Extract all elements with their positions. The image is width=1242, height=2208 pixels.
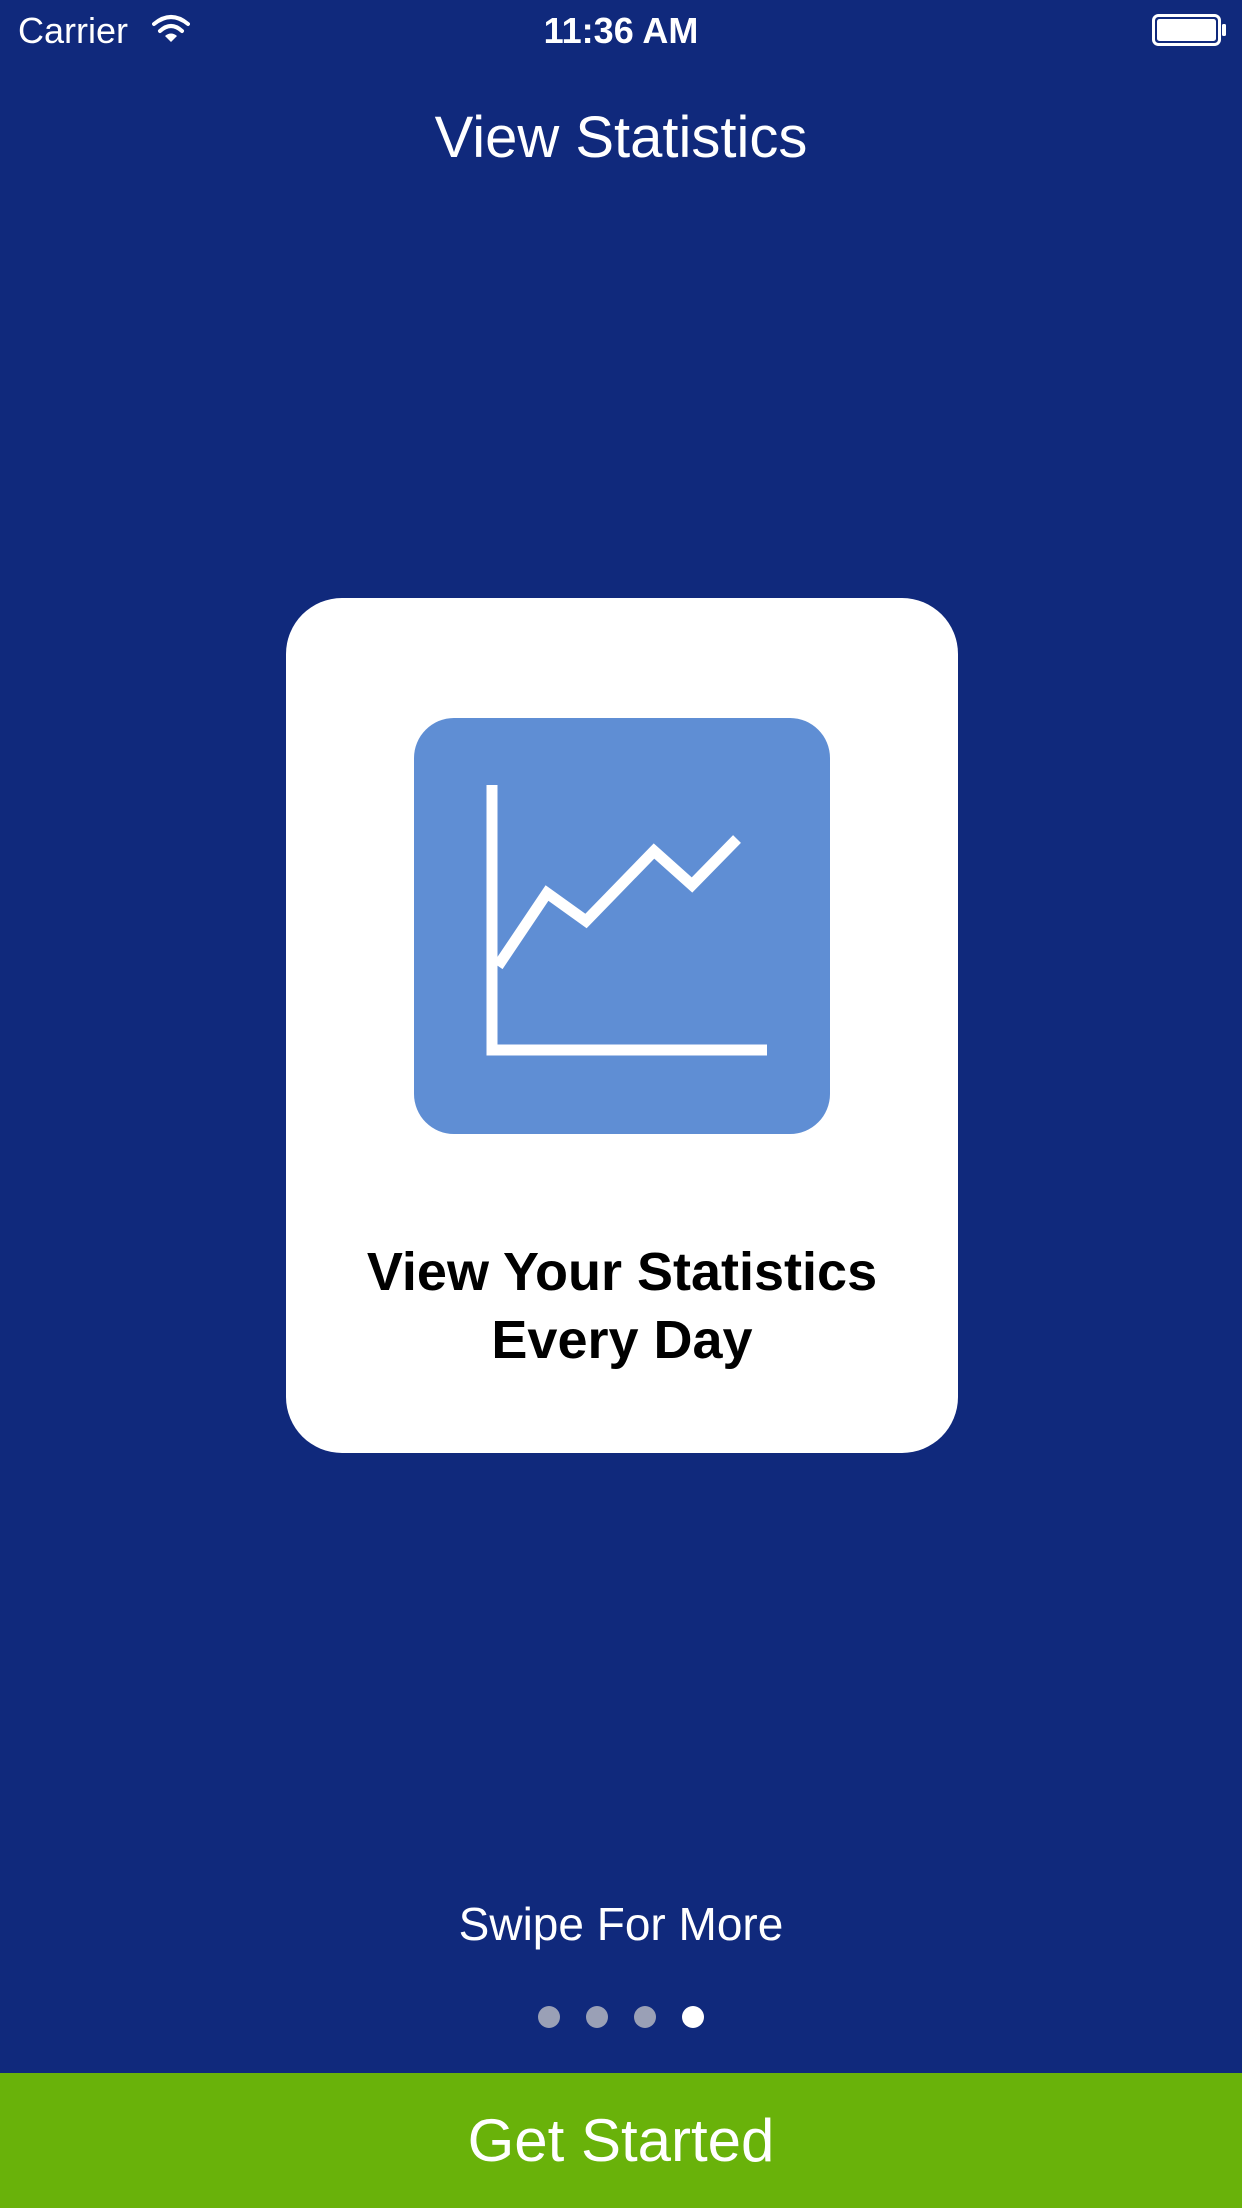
page-dot-active[interactable] xyxy=(682,2006,704,2028)
page-dot[interactable] xyxy=(538,2006,560,2028)
battery-icon xyxy=(1152,14,1226,46)
wifi-icon xyxy=(152,15,190,42)
card-headline: View Your Statistics Every Day xyxy=(286,1238,958,1374)
page-title: View Statistics xyxy=(434,105,808,170)
feature-card: View Your Statistics Every Day xyxy=(286,598,958,1453)
get-started-button[interactable]: Get Started xyxy=(0,2073,1242,2208)
page-dot[interactable] xyxy=(586,2006,608,2028)
line-chart-icon xyxy=(486,785,767,1056)
chart-tile xyxy=(414,718,830,1134)
page-dot[interactable] xyxy=(634,2006,656,2028)
status-time: 11:36 AM xyxy=(543,10,699,51)
page-indicator[interactable] xyxy=(0,2004,1242,2030)
swipe-hint: Swipe For More xyxy=(458,1898,784,1950)
card-headline-line1: View Your Statistics xyxy=(366,1242,878,1302)
status-bar: Carrier 11:36 AM xyxy=(0,0,1242,62)
carrier-label: Carrier xyxy=(18,10,129,51)
card-headline-line2: Every Day xyxy=(491,1310,753,1370)
